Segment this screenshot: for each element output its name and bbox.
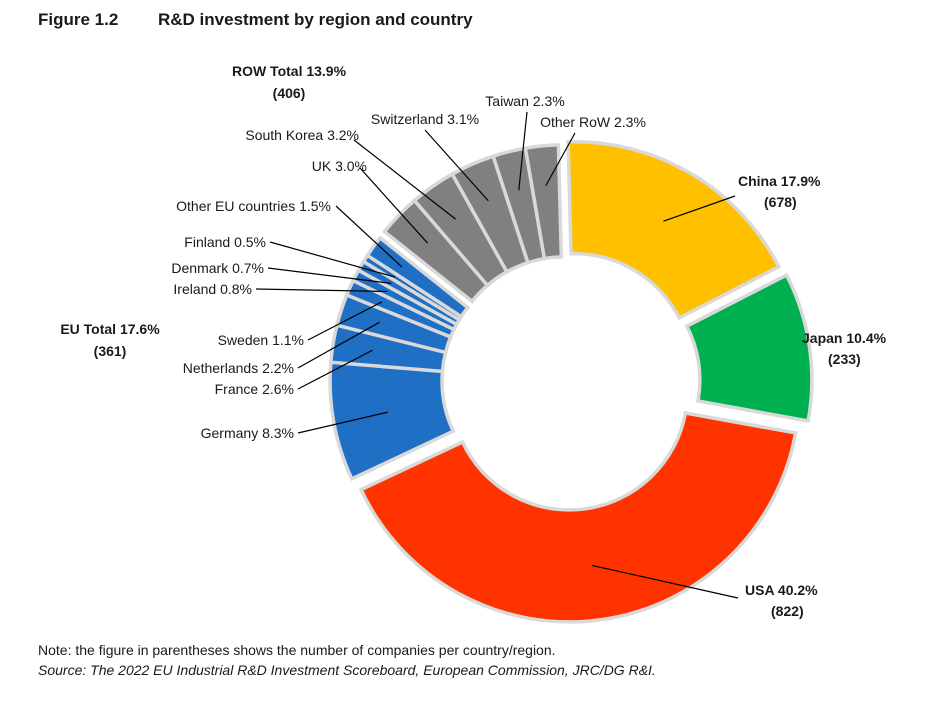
label-denmark: Denmark 0.7% <box>171 260 264 276</box>
chart-footer: Note: the figure in parentheses shows th… <box>38 640 656 680</box>
label-south-korea: South Korea 3.2% <box>245 127 359 143</box>
chart-title: R&D investment by region and country <box>158 10 473 29</box>
label-finland: Finland 0.5% <box>184 234 266 250</box>
leader-line-taiwan <box>518 111 528 191</box>
label-row-total: ROW Total 13.9% <box>232 63 347 79</box>
label-japan-count: (233) <box>828 351 861 367</box>
label-other-eu-countries: Other EU countries 1.5% <box>176 198 331 214</box>
label-sweden: Sweden 1.1% <box>218 332 304 348</box>
slice-usa <box>358 410 798 624</box>
slice-china <box>566 140 782 321</box>
leader-line-ireland <box>255 288 387 293</box>
label-taiwan: Taiwan 2.3% <box>485 93 564 109</box>
footnote: Note: the figure in parentheses shows th… <box>38 642 556 658</box>
leader-line-uk <box>359 167 428 244</box>
label-switzerland: Switzerland 3.1% <box>371 111 479 127</box>
leader-line-france <box>297 349 373 390</box>
figure-number: Figure 1.2 <box>38 10 119 29</box>
label-uk: UK 3.0% <box>312 158 367 174</box>
label-china: China 17.9% <box>738 173 821 189</box>
label-eu-total-count: (361) <box>94 343 127 359</box>
label-row-total-count: (406) <box>273 85 306 101</box>
leader-line-germany <box>297 411 388 434</box>
leader-line-other-eu-countries <box>335 205 403 268</box>
leader-line-netherlands <box>297 321 380 369</box>
label-china-count: (678) <box>764 194 797 210</box>
label-eu-total: EU Total 17.6% <box>60 321 160 337</box>
label-france: France 2.6% <box>215 381 294 397</box>
source-line: Source: The 2022 EU Industrial R&D Inves… <box>38 662 656 678</box>
label-germany: Germany 8.3% <box>201 425 294 441</box>
leader-line-south-korea <box>353 139 456 220</box>
leader-line-finland <box>269 241 396 278</box>
label-usa: USA 40.2% <box>745 582 818 598</box>
leader-line-usa <box>591 564 739 599</box>
leader-line-sweden <box>307 301 383 341</box>
leader-line-other-row <box>545 132 576 187</box>
label-netherlands: Netherlands 2.2% <box>183 360 294 376</box>
label-ireland: Ireland 0.8% <box>173 281 252 297</box>
label-japan: Japan 10.4% <box>802 330 887 346</box>
label-usa-count: (822) <box>771 603 804 619</box>
slice-japan <box>684 272 814 424</box>
leader-line-denmark <box>267 267 392 284</box>
leader-line-switzerland <box>424 129 489 202</box>
label-other-row: Other RoW 2.3% <box>540 114 646 130</box>
leader-line-china <box>663 195 736 222</box>
